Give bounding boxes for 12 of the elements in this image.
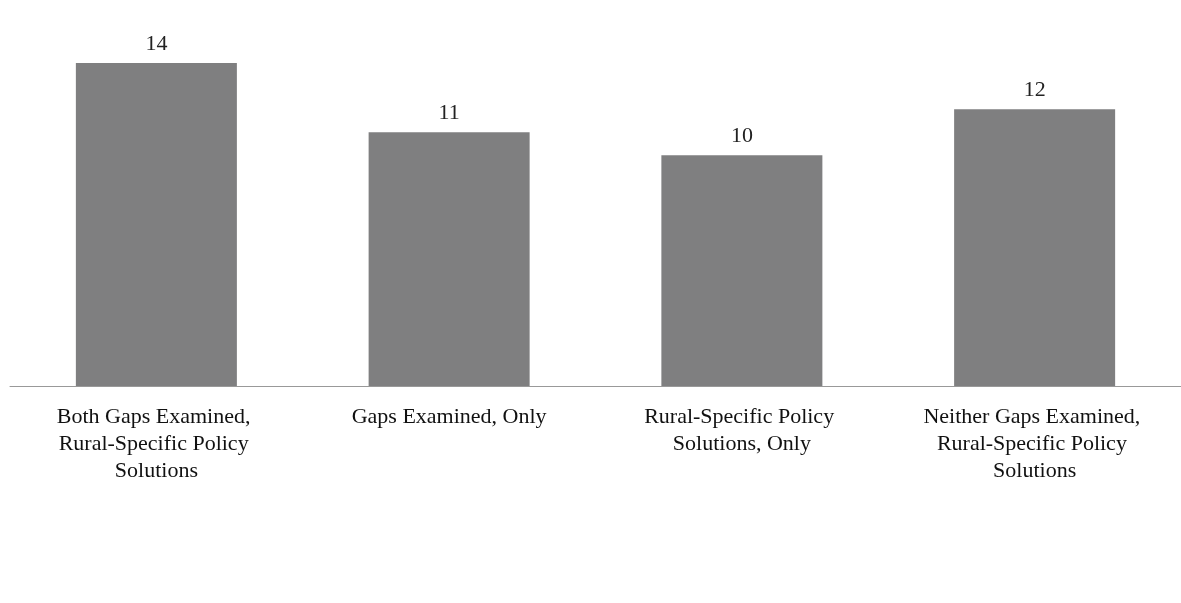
bar: [368, 132, 530, 386]
x-tick-label: Gaps Examined, Only: [351, 403, 547, 428]
bar: [75, 63, 237, 386]
x-tick-label: Both Gaps Examined, Rural-Specific Policy Solutions: [56, 403, 256, 482]
bar: [661, 155, 823, 386]
data-label: 10: [730, 121, 753, 147]
x-tick-label: Rural-Specific Policy Solutions, Only: [644, 403, 840, 455]
data-label: 14: [145, 29, 168, 55]
data-label: 12: [1023, 75, 1046, 101]
bar: [954, 109, 1116, 386]
data-label: 11: [438, 98, 460, 124]
x-tick-label: Neither Gaps Examined, Rural-Specific Policy Solutions: [923, 403, 1146, 482]
